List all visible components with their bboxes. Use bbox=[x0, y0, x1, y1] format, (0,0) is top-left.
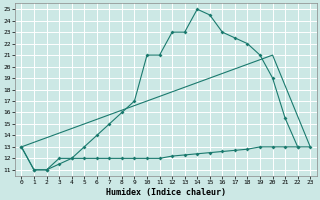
X-axis label: Humidex (Indice chaleur): Humidex (Indice chaleur) bbox=[106, 188, 226, 197]
